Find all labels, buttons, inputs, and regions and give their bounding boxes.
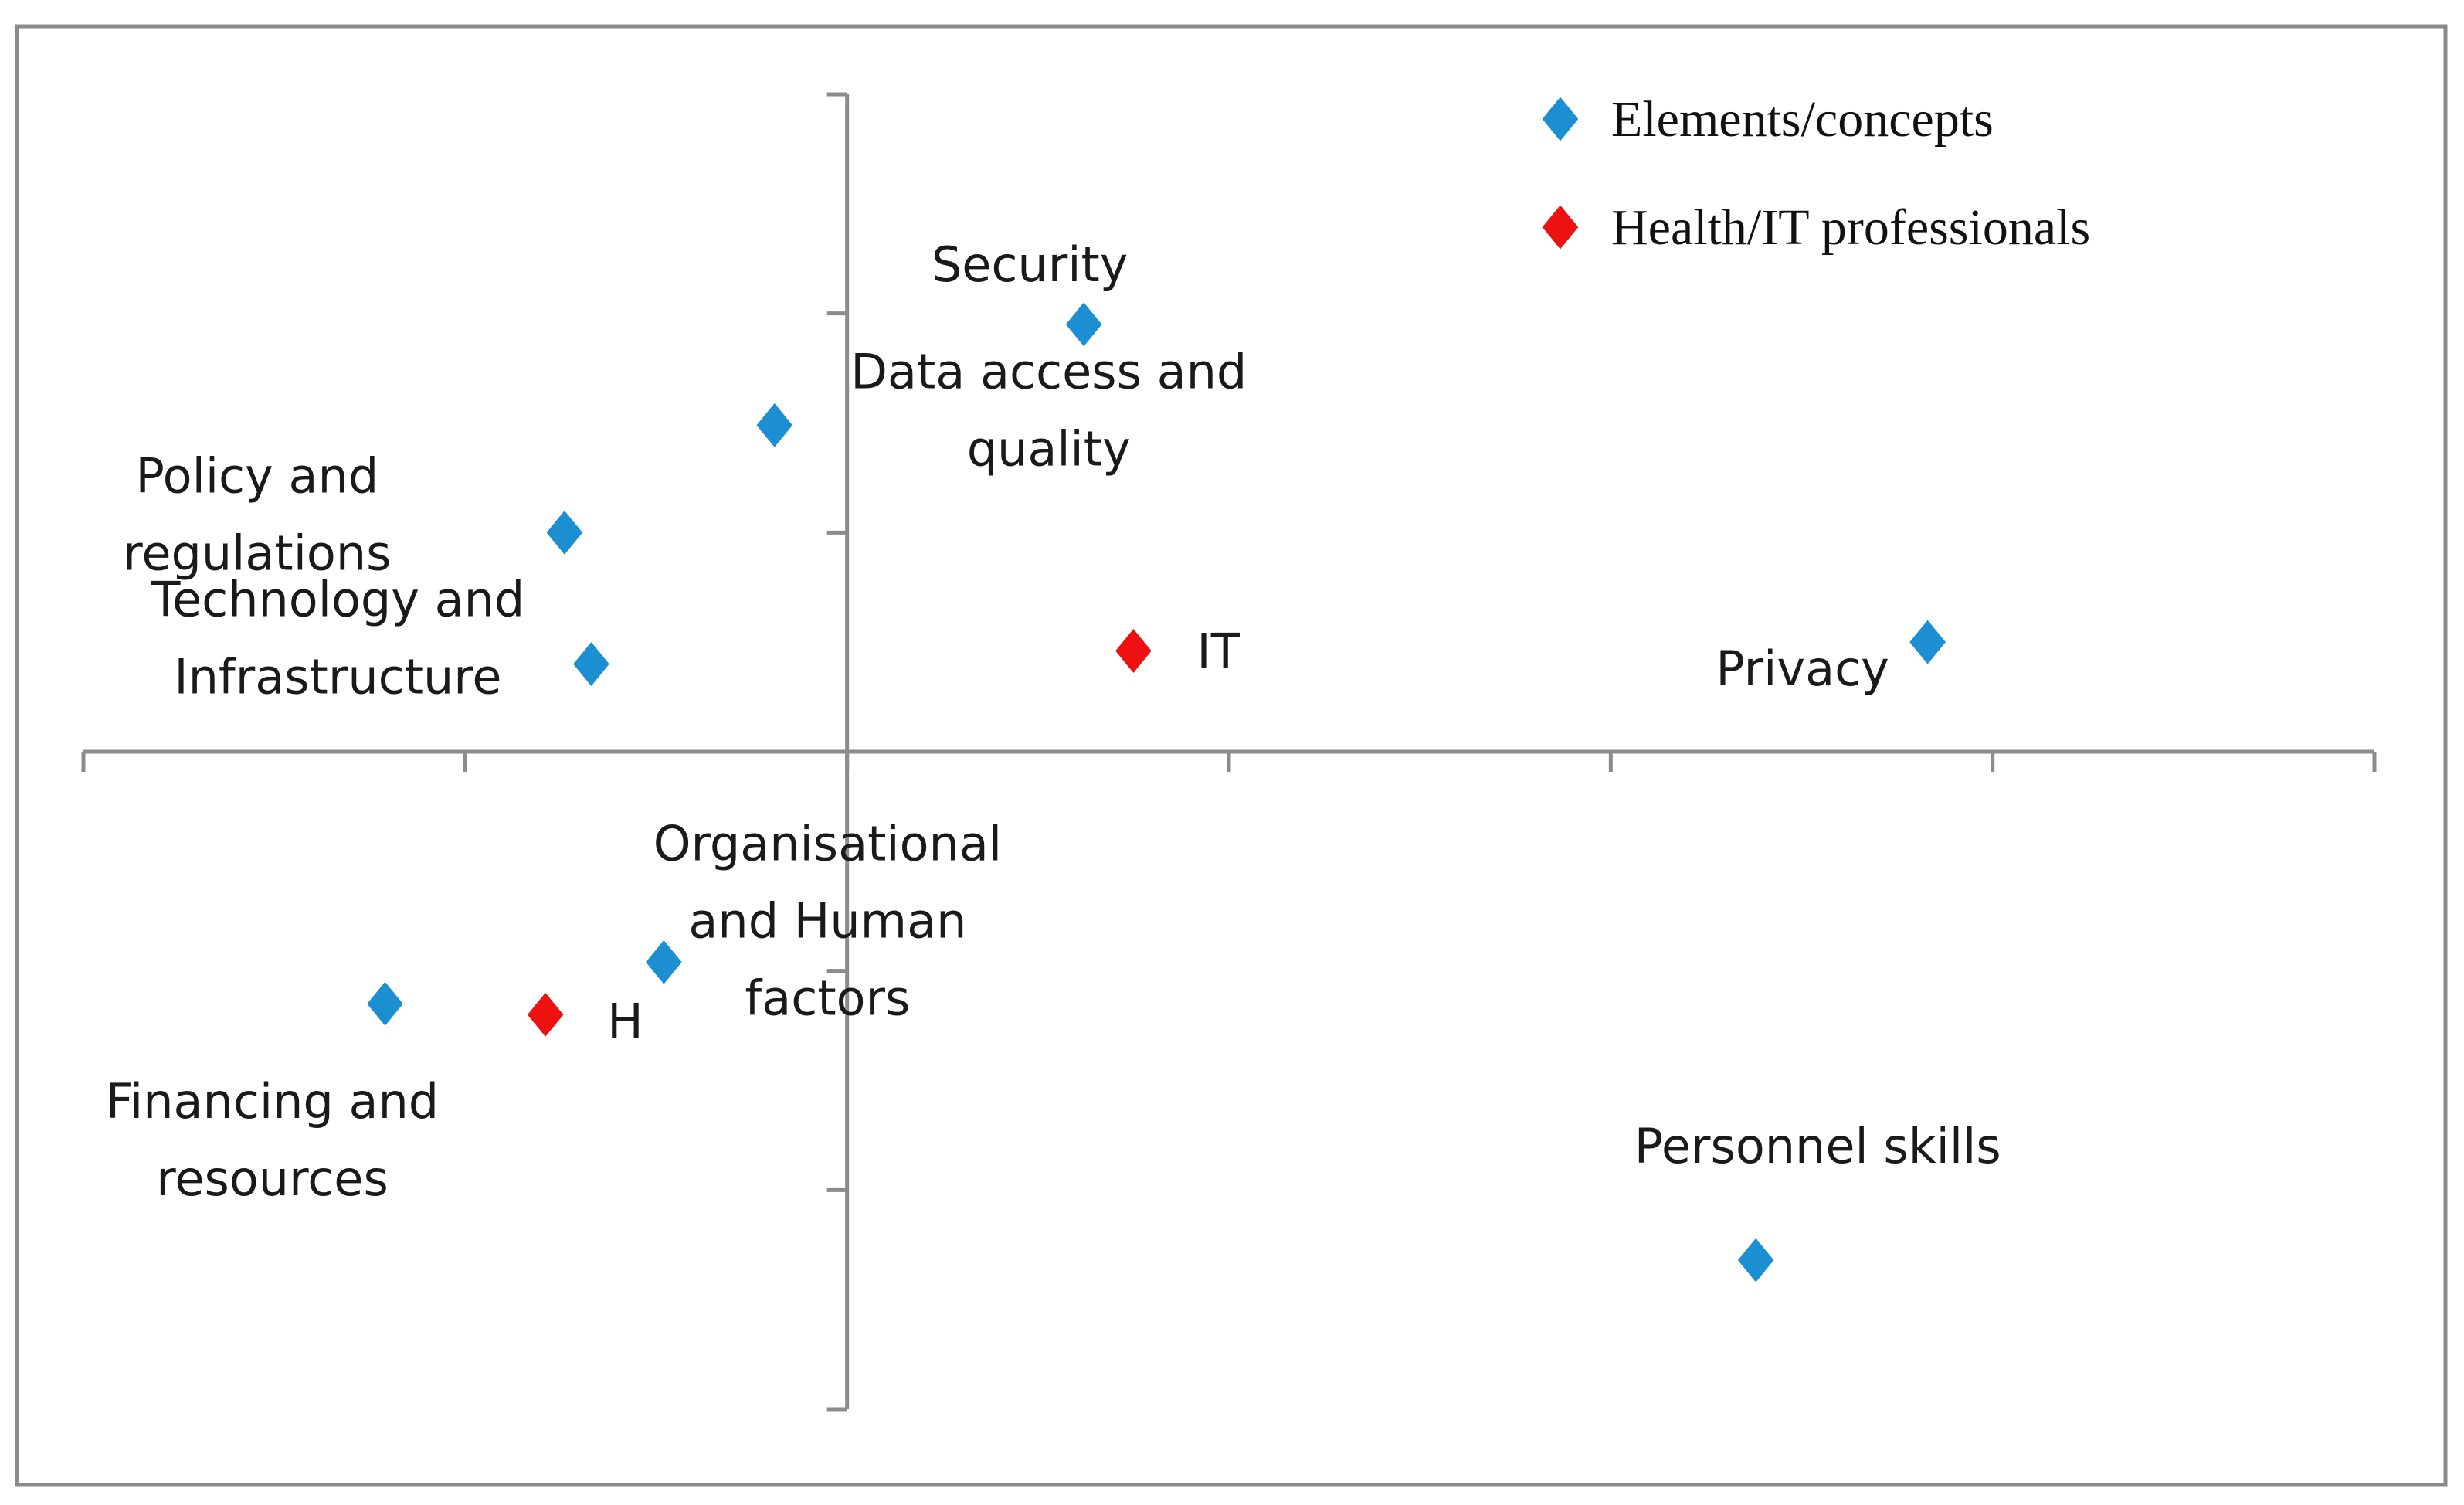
point-label: Security — [932, 236, 1128, 293]
data-point — [525, 990, 566, 1039]
legend-label: Elements/concepts — [1611, 91, 1994, 148]
data-point — [544, 508, 585, 557]
point-label: Financing and resources — [106, 1073, 439, 1207]
chart-frame — [15, 24, 2448, 1487]
point-label: H — [607, 993, 643, 1049]
data-point — [571, 639, 612, 689]
data-point — [1113, 626, 1154, 676]
point-label: Data access and quality — [850, 343, 1247, 477]
legend-marker — [1540, 202, 1580, 252]
point-labels: Security Data access and quality Policy and… — [106, 236, 2001, 1207]
point-label: IT — [1196, 623, 1240, 680]
point-label: Personnel skills — [1634, 1118, 2001, 1174]
data-point — [1907, 617, 1948, 667]
data-point — [1064, 300, 1105, 349]
point-label: Technology and Infrastructure — [151, 572, 525, 705]
point-label: Privacy — [1716, 640, 1889, 697]
point-label: Organisational and Human factors — [653, 815, 1002, 1026]
legend-marker — [1540, 94, 1580, 144]
axes — [81, 92, 2377, 1412]
data-point — [754, 400, 795, 450]
data-points — [365, 300, 1948, 1285]
data-point — [643, 937, 684, 987]
legend-label: Health/IT professionals — [1611, 199, 2090, 256]
data-point — [365, 979, 406, 1028]
legend: Elements/concepts Health/IT professionals — [1540, 91, 2090, 256]
point-label: Policy and regulations — [123, 447, 391, 581]
data-point — [1736, 1235, 1777, 1285]
